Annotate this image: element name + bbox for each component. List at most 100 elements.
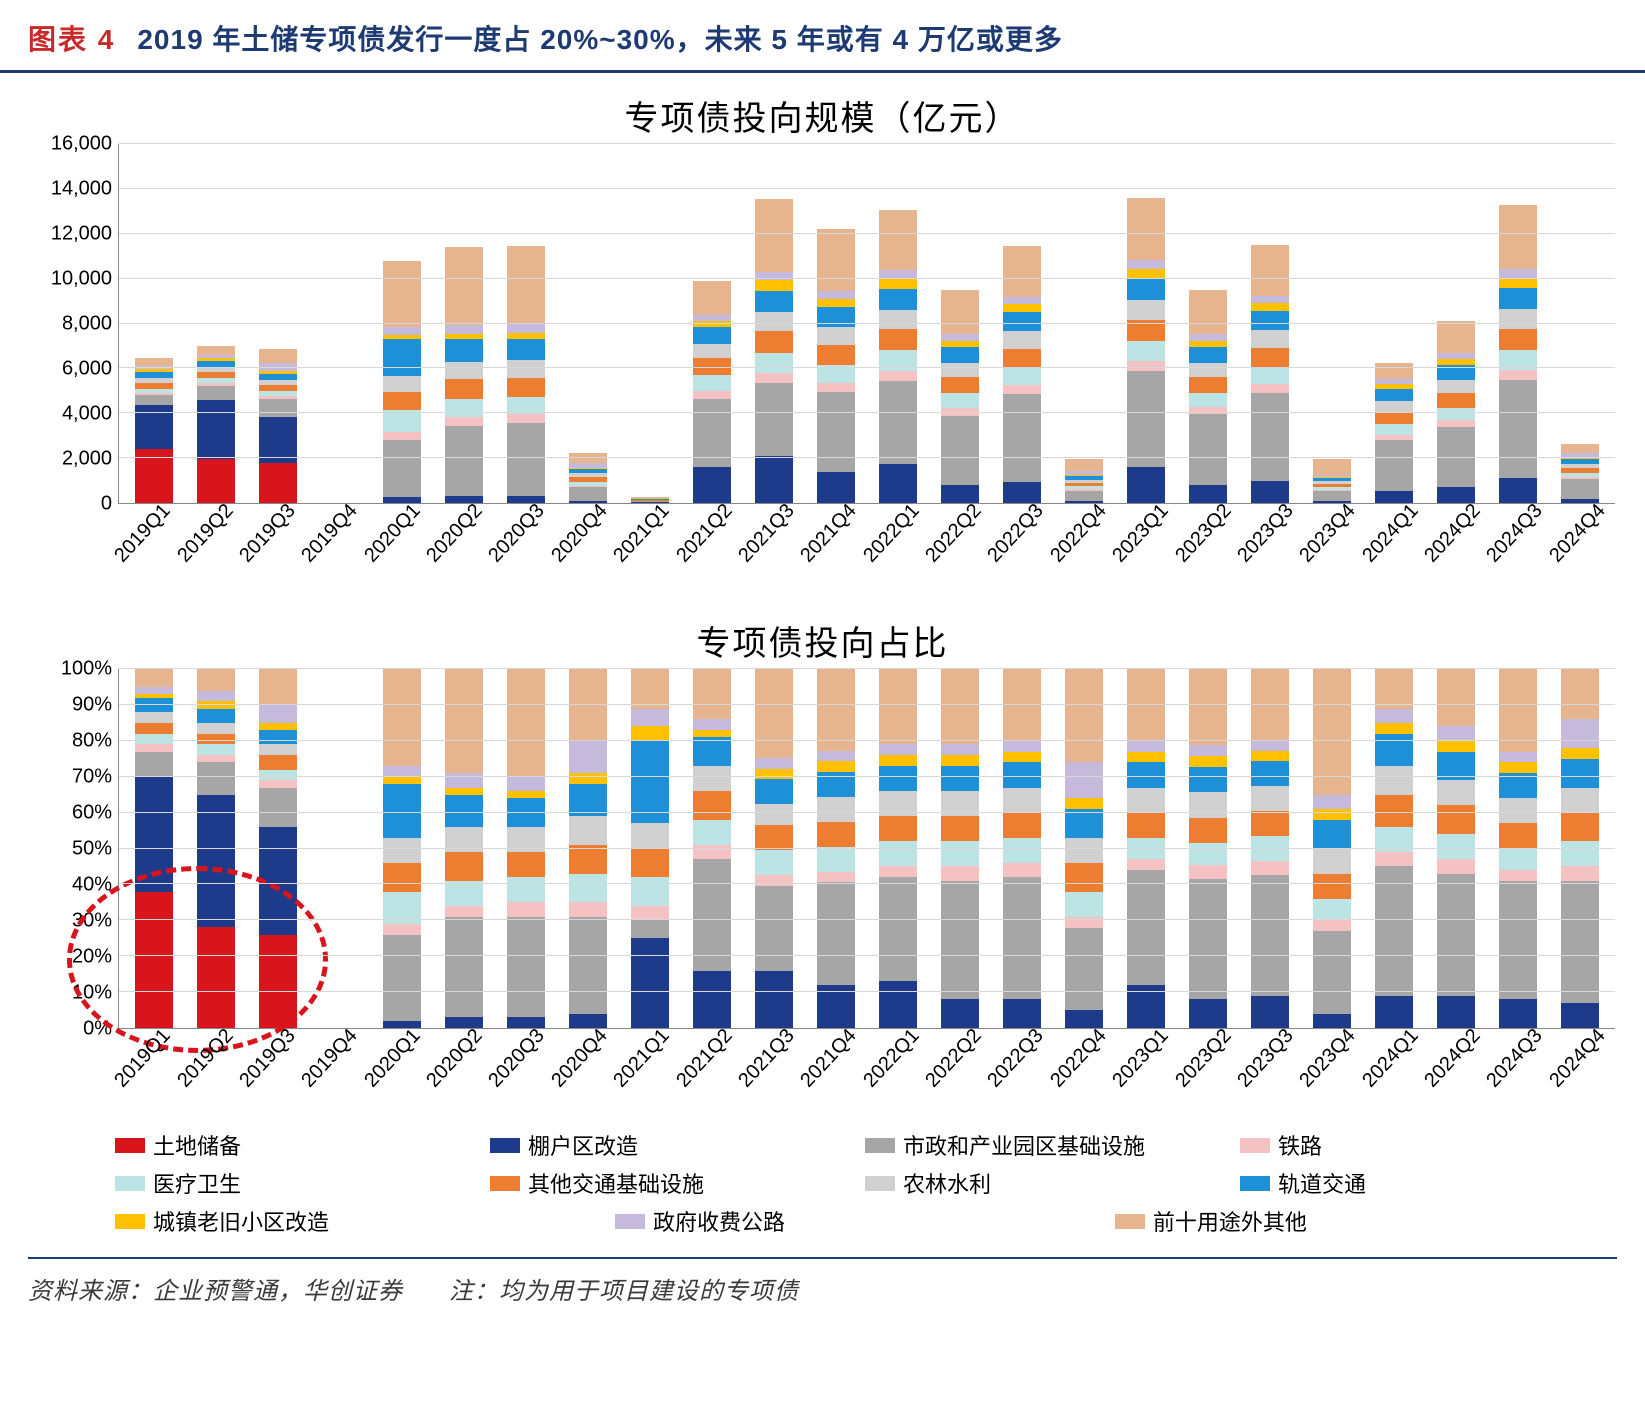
legend-label: 土地储备 bbox=[153, 1129, 241, 1161]
bar-segment-shantytown bbox=[259, 417, 297, 463]
chart-top-title: 专项债投向规模（亿元） bbox=[30, 91, 1615, 140]
x-tick-label: 2020Q2 bbox=[422, 1025, 487, 1093]
bar-segment-old_estate bbox=[1375, 723, 1413, 734]
chart-top: 专项债投向规模（亿元） 02,0004,0006,0008,00010,0001… bbox=[0, 73, 1645, 598]
bar-segment-other bbox=[1561, 444, 1599, 453]
x-label-slot: 2022Q3 bbox=[991, 1029, 1053, 1123]
bar-segment-rail_transit bbox=[445, 339, 483, 361]
bar-segment-old_estate bbox=[1251, 303, 1289, 311]
bar-segment-muni_industrial bbox=[1189, 879, 1227, 999]
bar-slot bbox=[991, 144, 1053, 503]
gridline bbox=[119, 143, 1615, 144]
bar-segment-other_transport bbox=[1437, 393, 1475, 408]
bar-segment-muni_industrial bbox=[383, 935, 421, 1021]
bar-segment-other_transport bbox=[631, 849, 669, 878]
bar-segment-shantytown bbox=[879, 981, 917, 1028]
legend-swatch bbox=[1240, 1176, 1270, 1191]
bar-slot bbox=[309, 669, 371, 1028]
legend-label: 医疗卫生 bbox=[153, 1167, 241, 1199]
bar-slot bbox=[557, 144, 619, 503]
bar-segment-rail_transit bbox=[941, 347, 979, 363]
x-tick-label: 2022Q3 bbox=[984, 1025, 1049, 1093]
stacked-bar bbox=[755, 144, 793, 503]
bar-segment-railway bbox=[507, 414, 545, 423]
stacked-bar bbox=[445, 669, 483, 1028]
x-label-slot: 2021Q2 bbox=[679, 1029, 741, 1123]
legend-item-land_reserve: 土地储备 bbox=[115, 1129, 490, 1161]
bar-segment-shantytown bbox=[507, 1017, 545, 1028]
bar-slot bbox=[619, 144, 681, 503]
stacked-bar bbox=[1127, 669, 1165, 1028]
bar-segment-other_transport bbox=[879, 816, 917, 841]
bar-segment-other bbox=[1189, 290, 1227, 334]
bar-segment-other bbox=[507, 669, 545, 777]
stacked-bar bbox=[321, 144, 359, 503]
bar-segment-other bbox=[383, 669, 421, 766]
gridline bbox=[119, 848, 1615, 849]
x-tick-label: 2021Q2 bbox=[672, 1025, 737, 1093]
chart-bottom-plot bbox=[118, 669, 1615, 1029]
gridline bbox=[119, 812, 1615, 813]
x-label-slot: 2020Q3 bbox=[492, 1029, 554, 1123]
bar-segment-rail_transit bbox=[1251, 311, 1289, 330]
bar-segment-other bbox=[817, 669, 855, 751]
bar-segment-railway bbox=[197, 755, 235, 762]
legend-label: 其他交通基础设施 bbox=[528, 1167, 704, 1199]
bar-segment-other bbox=[383, 261, 421, 327]
y-tick: 12,000 bbox=[51, 223, 112, 246]
bar-segment-other_transport bbox=[1127, 813, 1165, 838]
x-label-slot: 2020Q4 bbox=[555, 504, 617, 598]
bar-segment-gov_toll bbox=[817, 751, 855, 762]
stacked-bar bbox=[1437, 144, 1475, 503]
gridline bbox=[119, 367, 1615, 368]
bar-segment-muni_industrial bbox=[1065, 491, 1103, 501]
stacked-bar bbox=[135, 144, 173, 503]
footer-source: 资料来源：企业预警通，华创证券 bbox=[28, 1278, 403, 1305]
bar-segment-muni_industrial bbox=[383, 440, 421, 497]
bar-segment-muni_industrial bbox=[1437, 874, 1475, 996]
bar-segment-other bbox=[1065, 669, 1103, 762]
x-tick-label: 2019Q3 bbox=[235, 500, 300, 568]
bar-segment-agri_water bbox=[1561, 788, 1599, 813]
x-tick-label: 2022Q3 bbox=[984, 500, 1049, 568]
stacked-bar bbox=[197, 144, 235, 503]
x-tick-label: 2024Q3 bbox=[1483, 500, 1548, 568]
bar-segment-rail_transit bbox=[1313, 820, 1351, 849]
stacked-bar bbox=[383, 144, 421, 503]
bar-segment-other_transport bbox=[817, 345, 855, 365]
x-tick-label: 2024Q1 bbox=[1358, 500, 1423, 568]
x-label-slot: 2020Q1 bbox=[368, 504, 430, 598]
bar-segment-railway bbox=[507, 902, 545, 916]
y-tick: 100% bbox=[61, 658, 112, 681]
bar-segment-medical bbox=[1003, 368, 1041, 385]
bar-segment-muni_industrial bbox=[817, 392, 855, 472]
bar-segment-muni_industrial bbox=[197, 762, 235, 794]
bar-segment-muni_industrial bbox=[1561, 479, 1599, 499]
x-label-slot: 2021Q4 bbox=[804, 504, 866, 598]
bar-slot bbox=[371, 144, 433, 503]
bar-segment-old_estate bbox=[879, 279, 917, 289]
bar-segment-railway bbox=[445, 906, 483, 917]
bar-segment-other bbox=[569, 669, 607, 741]
bar-slot bbox=[1053, 144, 1115, 503]
bar-segment-old_estate bbox=[259, 723, 297, 730]
bar-segment-shantytown bbox=[1003, 999, 1041, 1028]
bar-segment-other bbox=[259, 669, 297, 705]
x-tick-label: 2021Q4 bbox=[796, 500, 861, 568]
bar-segment-other bbox=[693, 281, 731, 315]
y-tick: 10% bbox=[72, 982, 112, 1005]
bar-segment-shantytown bbox=[569, 501, 607, 503]
gridline bbox=[119, 188, 1615, 189]
y-tick: 10,000 bbox=[51, 268, 112, 291]
bar-slot bbox=[805, 144, 867, 503]
stacked-bar bbox=[1251, 669, 1289, 1028]
bar-segment-agri_water bbox=[693, 344, 731, 359]
bar-segment-muni_industrial bbox=[445, 426, 483, 497]
bar-segment-other bbox=[693, 669, 731, 719]
x-tick-label: 2019Q2 bbox=[173, 1025, 238, 1093]
y-tick: 4,000 bbox=[62, 403, 112, 426]
bar-segment-medical bbox=[1003, 838, 1041, 863]
bar-segment-agri_water bbox=[817, 797, 855, 822]
bar-slot bbox=[1239, 144, 1301, 503]
bar-segment-agri_water bbox=[1251, 330, 1289, 348]
